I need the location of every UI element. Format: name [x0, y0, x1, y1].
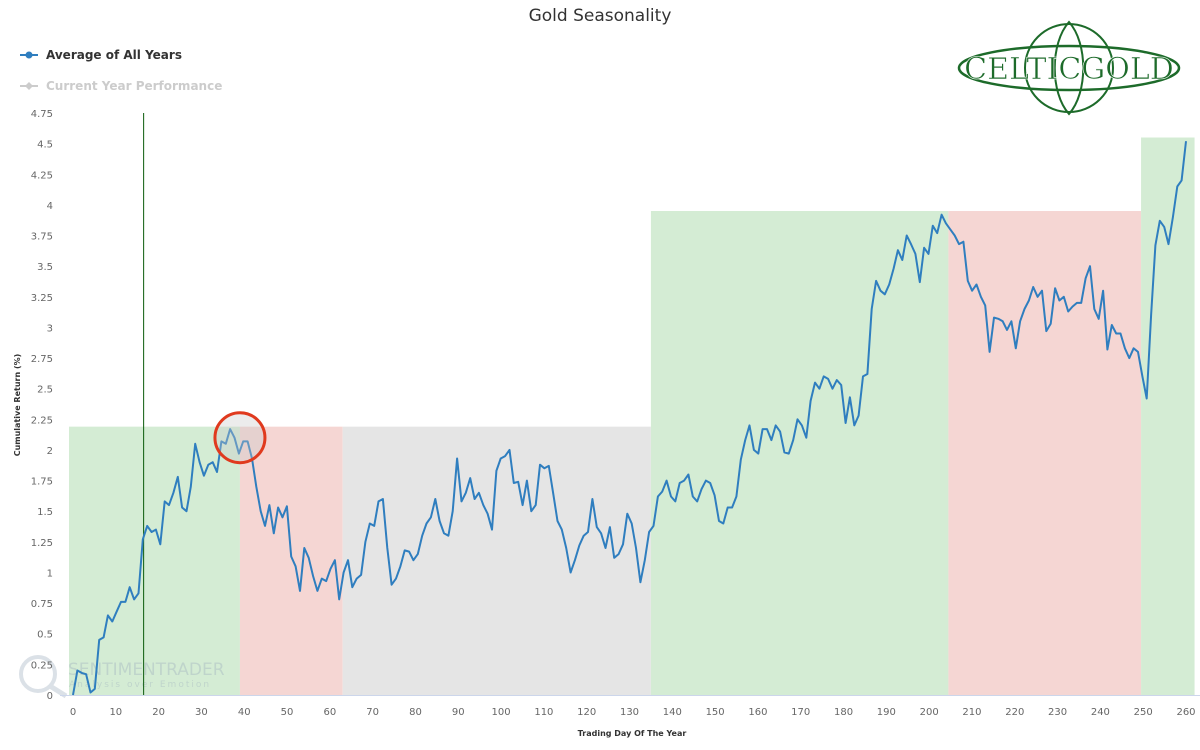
- y-tick-label: 3.75: [31, 232, 53, 243]
- x-tick-label: 60: [323, 707, 336, 718]
- legend-diamond-marker-icon: [20, 82, 38, 90]
- x-tick-label: 30: [195, 707, 208, 718]
- x-tick-label: 110: [534, 707, 553, 718]
- x-tick-label: 130: [620, 707, 639, 718]
- x-tick-label: 150: [706, 707, 725, 718]
- series-line-average: [72, 141, 1187, 696]
- y-tick-label: 0.25: [31, 660, 53, 671]
- x-tick-label: 100: [492, 707, 511, 718]
- x-tick-label: 10: [109, 707, 122, 718]
- x-tick-label: 180: [834, 707, 853, 718]
- x-tick-label: 80: [409, 707, 422, 718]
- y-tick-label: 0.75: [31, 599, 53, 610]
- x-tick-label: 0: [70, 707, 76, 718]
- legend-label: Current Year Performance: [46, 79, 223, 93]
- x-tick-label: 70: [366, 707, 379, 718]
- x-tick-label: 220: [1005, 707, 1024, 718]
- y-tick-label: 4.25: [31, 170, 53, 181]
- watermark-magnifier-icon: [19, 655, 57, 693]
- y-axis-label: Cumulative Return (%): [13, 354, 22, 457]
- x-tick-label: 230: [1048, 707, 1067, 718]
- x-tick-label: 210: [962, 707, 981, 718]
- x-tick-label: 200: [920, 707, 939, 718]
- chart-title: Gold Seasonality: [528, 6, 672, 26]
- y-tick-label: 3: [47, 323, 53, 334]
- y-tick-label: 2.5: [37, 385, 53, 396]
- x-axis-label: Trading Day Of The Year: [578, 729, 687, 738]
- y-tick-label: 4: [47, 201, 53, 212]
- y-tick-label: 3.5: [37, 262, 53, 273]
- x-tick-label: 90: [452, 707, 465, 718]
- x-tick-label: 120: [577, 707, 596, 718]
- season-band-1: [239, 426, 343, 695]
- y-tick-label: 3.25: [31, 293, 53, 304]
- season-band-4: [948, 211, 1142, 695]
- y-tick-label: 1.25: [31, 538, 53, 549]
- x-tick-label: 40: [238, 707, 251, 718]
- x-tick-label: 20: [152, 707, 165, 718]
- x-tick-label: 50: [281, 707, 294, 718]
- watermark-tagline: Analysis over Emotion: [69, 680, 211, 690]
- y-tick-label: 0: [47, 691, 53, 702]
- x-tick-label: 140: [663, 707, 682, 718]
- legend-item-current-year[interactable]: Current Year Performance: [20, 79, 222, 93]
- x-tick-label: 170: [791, 707, 810, 718]
- x-tick-label: 250: [1134, 707, 1153, 718]
- season-band-3: [650, 211, 949, 695]
- legend-label: Average of All Years: [46, 48, 182, 62]
- legend-item-average[interactable]: Average of All Years: [20, 48, 182, 62]
- highlight-circle: [213, 411, 267, 465]
- logo-text: CELTICGOLD: [964, 52, 1174, 87]
- celticgold-logo: CELTICGOLD: [957, 20, 1181, 116]
- y-tick-label: 1: [47, 568, 53, 579]
- y-tick-label: 1.5: [37, 507, 53, 518]
- y-tick-label: 0.5: [37, 630, 53, 641]
- y-tick-label: 4.75: [31, 109, 53, 120]
- sentimentrader-watermark: SENTIMENTRADER Analysis over Emotion: [19, 655, 225, 699]
- x-tick-label: 190: [877, 707, 896, 718]
- y-tick-label: 1.75: [31, 477, 53, 488]
- season-band-5: [1141, 137, 1195, 696]
- x-tick-label: 240: [1091, 707, 1110, 718]
- legend-line-marker-icon: [20, 51, 38, 59]
- x-tick-label: 260: [1176, 707, 1195, 718]
- y-tick-label: 2.75: [31, 354, 53, 365]
- x-tick-label: 160: [748, 707, 767, 718]
- y-tick-label: 2.25: [31, 415, 53, 426]
- watermark-name: SENTIMENTRADER: [68, 660, 225, 680]
- y-tick-label: 2: [47, 446, 53, 457]
- y-tick-label: 4.5: [37, 140, 53, 151]
